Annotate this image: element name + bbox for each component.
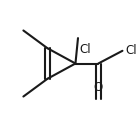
- Text: Cl: Cl: [79, 43, 91, 56]
- Text: O: O: [94, 81, 103, 94]
- Text: Cl: Cl: [125, 44, 137, 57]
